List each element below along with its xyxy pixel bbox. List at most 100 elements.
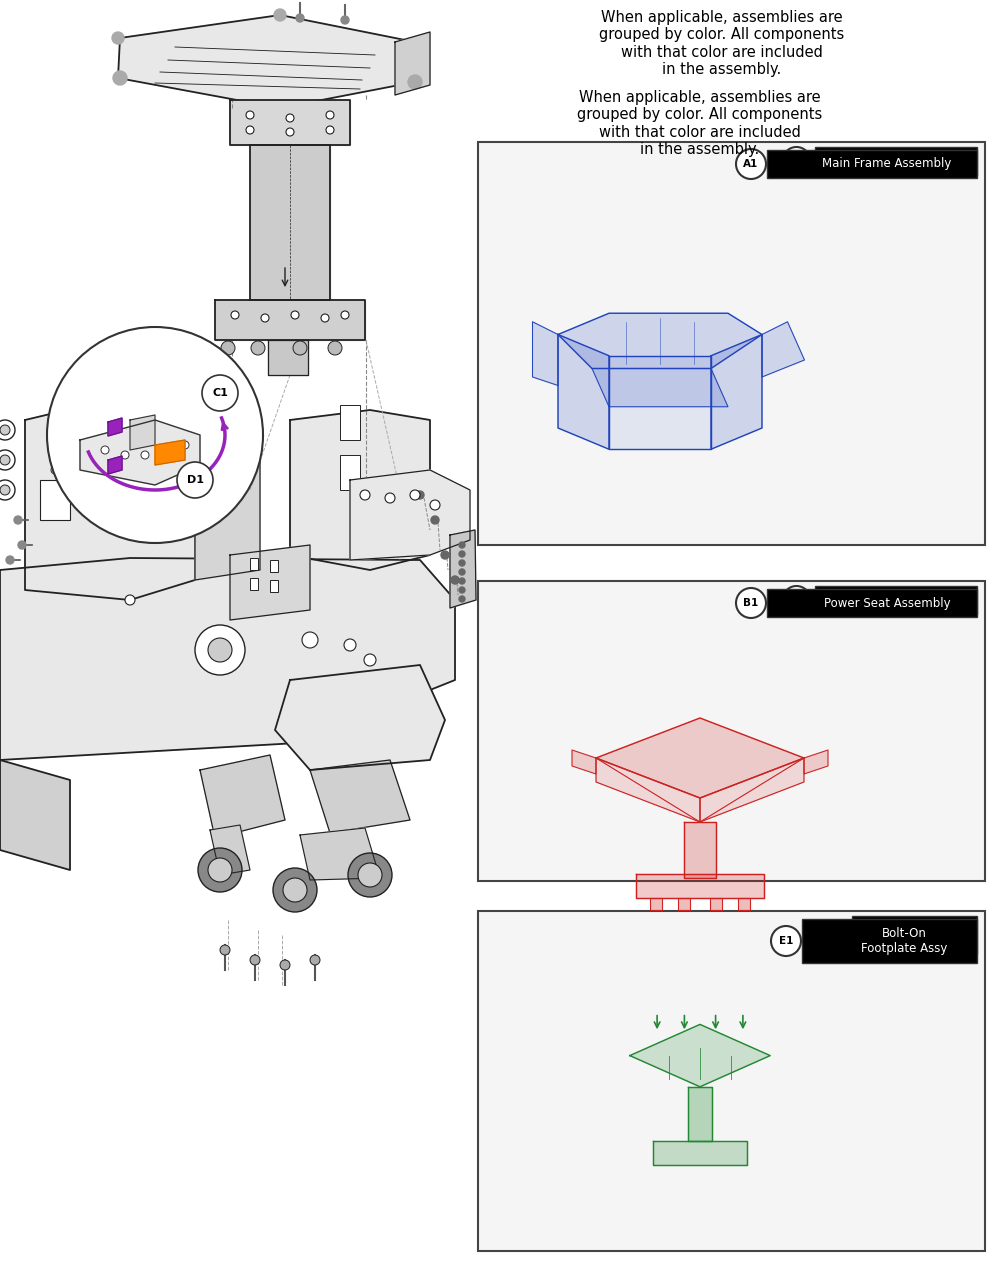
Polygon shape [108,418,122,436]
Circle shape [441,551,449,559]
Bar [802,919,977,963]
Circle shape [459,595,465,602]
Polygon shape [230,545,310,620]
Circle shape [0,455,10,465]
Circle shape [273,868,317,912]
Circle shape [782,147,810,175]
Text: Main Frame Assembly: Main Frame Assembly [831,155,960,167]
Bar [478,911,985,1251]
Circle shape [47,327,263,544]
Circle shape [358,863,382,887]
Circle shape [431,516,439,525]
Polygon shape [804,750,828,774]
Circle shape [195,625,245,675]
Polygon shape [250,144,330,300]
Circle shape [459,551,465,557]
Polygon shape [210,825,250,875]
Circle shape [344,639,356,651]
Bar [814,147,977,175]
Circle shape [0,450,15,470]
Circle shape [0,419,15,440]
Polygon shape [80,419,200,485]
Polygon shape [678,898,690,910]
Text: Power Seat Assembly: Power Seat Assembly [824,597,950,609]
Polygon shape [350,470,470,560]
Circle shape [782,587,810,614]
Polygon shape [310,760,410,832]
Circle shape [291,310,299,319]
Circle shape [321,314,329,322]
Circle shape [86,456,94,464]
Circle shape [161,443,169,452]
Polygon shape [738,898,750,910]
Circle shape [125,595,135,606]
Text: Main Frame Assembly: Main Frame Assembly [822,157,952,171]
Polygon shape [609,356,711,450]
Circle shape [202,375,238,411]
Bar [478,582,985,881]
Polygon shape [450,530,476,608]
Bar [270,580,278,592]
Polygon shape [108,456,122,474]
Circle shape [286,114,294,122]
Polygon shape [653,1142,747,1164]
Polygon shape [230,100,350,144]
Bar [340,455,360,490]
Bar [852,916,977,954]
Polygon shape [25,395,195,601]
Circle shape [430,500,440,511]
Circle shape [274,9,286,22]
Polygon shape [130,416,155,450]
Circle shape [459,569,465,575]
Circle shape [736,588,766,618]
Circle shape [221,341,235,355]
Polygon shape [215,300,365,340]
Circle shape [141,451,149,459]
Circle shape [736,150,766,179]
Text: E1: E1 [827,930,841,940]
Polygon shape [275,665,445,770]
Text: A1: A1 [743,158,759,169]
Circle shape [208,858,232,882]
Circle shape [250,955,260,965]
Polygon shape [596,758,700,822]
Circle shape [177,462,213,498]
Polygon shape [290,411,430,570]
Circle shape [0,424,10,435]
Circle shape [280,960,290,971]
Circle shape [208,639,232,661]
Polygon shape [688,1087,712,1142]
Circle shape [459,560,465,566]
Polygon shape [684,822,716,878]
Bar [340,405,360,440]
Bar [40,480,70,519]
Text: C1: C1 [212,388,228,398]
Polygon shape [650,898,662,910]
Circle shape [364,654,376,666]
Circle shape [283,878,307,902]
Circle shape [360,490,370,500]
Circle shape [121,451,129,459]
Circle shape [14,516,22,525]
Text: E1: E1 [779,936,793,946]
Circle shape [286,128,294,136]
Circle shape [6,556,14,564]
Text: When applicable, assemblies are
grouped by color. All components
with that color: When applicable, assemblies are grouped … [577,90,823,157]
Polygon shape [200,755,285,837]
Text: A1: A1 [789,156,804,166]
Text: Power Seat Assembly: Power Seat Assembly [832,593,959,607]
Circle shape [820,921,848,949]
Polygon shape [572,750,596,774]
Text: Bolt-On
Footplate Assy: Bolt-On Footplate Assy [861,927,948,955]
Polygon shape [0,557,455,760]
Circle shape [56,436,64,443]
Circle shape [348,853,392,897]
Circle shape [326,125,334,134]
Polygon shape [596,718,804,798]
Circle shape [408,75,422,89]
Polygon shape [710,898,722,910]
Text: Bolt-On
Footplate Assy: Bolt-On Footplate Assy [871,921,958,949]
Polygon shape [592,369,728,407]
Circle shape [410,490,420,500]
Polygon shape [118,15,415,108]
